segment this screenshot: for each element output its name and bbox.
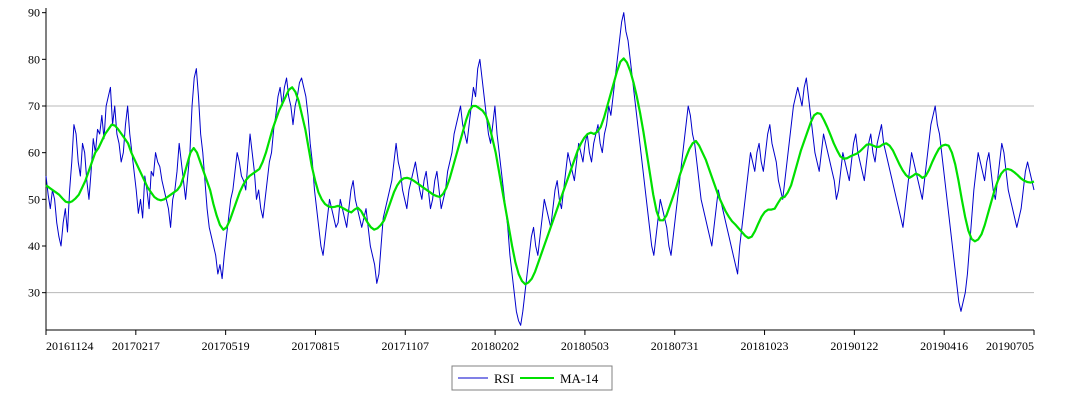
- x-tick-label-20180503: 20180503: [561, 339, 609, 353]
- x-tick-label-20170519: 20170519: [202, 339, 250, 353]
- x-tick-label-20161124: 20161124: [46, 339, 94, 353]
- series-line-rsi: [45, 12, 1035, 326]
- x-tick-label-20180731: 20180731: [651, 339, 699, 353]
- series-line-ma14: [45, 57, 1035, 286]
- y-tick-label-90: 90: [28, 6, 40, 20]
- y-axis: 30 40 50 60 70 80 90: [28, 6, 47, 330]
- legend-label-ma14: MA-14: [560, 371, 599, 386]
- x-tick-label-20171107: 20171107: [381, 339, 429, 353]
- x-tick-label-20170815: 20170815: [291, 339, 339, 353]
- y-tick-label-50: 50: [28, 192, 40, 206]
- y-tick-label-30: 30: [28, 286, 40, 300]
- legend-label-rsi: RSI: [494, 371, 514, 386]
- y-tick-label-80: 80: [28, 52, 40, 66]
- x-tick-label-20190416: 20190416: [920, 339, 968, 353]
- x-tick-label-20190705: 20190705: [986, 339, 1034, 353]
- series-group: [45, 12, 1035, 326]
- legend: RSI MA-14: [451, 365, 613, 391]
- y-tick-label-40: 40: [28, 239, 40, 253]
- y-axis-ticks: 30 40 50 60 70 80 90: [28, 6, 46, 300]
- x-tick-label-20190122: 20190122: [830, 339, 878, 353]
- y-tick-label-70: 70: [28, 99, 40, 113]
- x-axis-ticks: 20161124 20170217 20170519 20170815 20171107…: [45, 330, 1035, 353]
- gridlines: [46, 105, 1034, 294]
- x-tick-label-20180202: 20180202: [471, 339, 519, 353]
- y-tick-label-60: 60: [28, 146, 40, 160]
- x-tick-label-20170217: 20170217: [112, 339, 160, 353]
- x-tick-label-20181023: 20181023: [741, 339, 789, 353]
- x-axis: 20161124 20170217 20170519 20170815 20171107…: [45, 329, 1035, 353]
